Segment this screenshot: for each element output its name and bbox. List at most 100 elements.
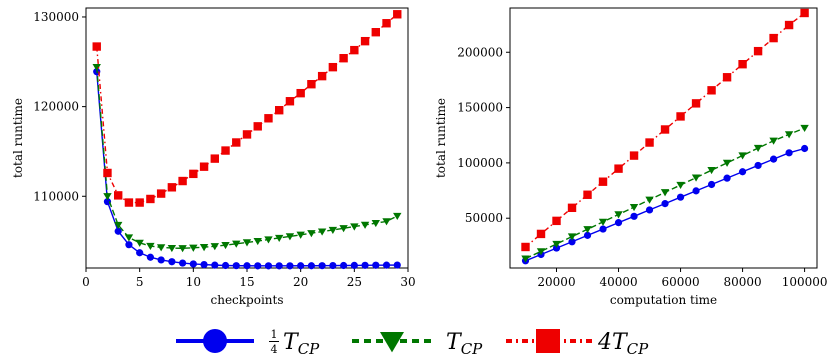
left-series-1-point [350, 261, 358, 269]
legend-fraction-numerator: 1 [271, 328, 278, 341]
left-x-tick-label: 5 [136, 275, 144, 289]
right-series-2-point [614, 211, 623, 219]
legend-label-2: TCP [446, 330, 483, 358]
right-chart-panel: 20000 40000 60000 80000 100000 50000 100000 150… [434, 7, 828, 307]
right-series-1-point [707, 180, 716, 189]
left-y-tick-label: 110000 [33, 189, 79, 203]
right-y-tick-label: 50000 [465, 211, 503, 225]
left-series-3-point [382, 19, 391, 28]
right-series-3-point [567, 203, 577, 213]
left-x-axis-label: checkpoints [211, 293, 284, 307]
left-series-3-point [285, 97, 295, 106]
left-series-2-point [382, 218, 391, 226]
left-series-3-point [339, 54, 348, 63]
left-series-1-point [189, 260, 197, 268]
right-x-axis-label: computation time [610, 293, 717, 307]
right-series-1-point [738, 168, 747, 176]
left-series-2-point [178, 245, 187, 253]
right-series-1-point [800, 144, 809, 153]
right-x-tick-label: 100000 [782, 275, 828, 289]
left-series-3-point [210, 154, 219, 163]
right-series-1-point [645, 206, 654, 214]
left-series-2-point [264, 236, 273, 244]
left-series-3-point [371, 28, 380, 37]
left-series-2-point [103, 193, 112, 201]
left-series-3-point [307, 80, 316, 89]
legend: 14 TCP TCP 4TCP [176, 328, 649, 358]
left-x-tick-label: 10 [186, 275, 201, 289]
left-series-2-point [339, 225, 348, 233]
left-series-1-point [146, 253, 154, 261]
right-series-3-point [691, 99, 701, 108]
left-series-1-point [254, 262, 262, 270]
left-series-3-point [146, 194, 155, 204]
left-x-tick-label: 15 [239, 275, 254, 289]
right-series-2-point [691, 174, 701, 182]
left-series-1-point [157, 256, 165, 264]
right-series-3-point [614, 164, 623, 173]
left-series-3-point [317, 71, 327, 81]
left-series-2-point [328, 226, 338, 234]
right-series-2-point [676, 181, 685, 190]
left-series-2-point [167, 244, 177, 253]
right-y-tick-label: 150000 [457, 101, 503, 115]
left-series-3-point [242, 130, 252, 139]
left-series-2-point [135, 239, 144, 247]
left-series-2-point [199, 244, 209, 252]
left-series-3-point [114, 191, 123, 200]
right-x-tick-label: 80000 [723, 275, 761, 289]
right-series-1-point [568, 238, 576, 246]
right-series-2-point [629, 203, 639, 212]
left-series-3-point [253, 122, 262, 131]
left-series-3-point [232, 138, 241, 147]
left-series-3-point [135, 198, 144, 207]
right-plot-frame [509, 7, 818, 269]
left-series-1-point [168, 258, 176, 266]
right-y-axis-label: total runtime [434, 98, 448, 178]
left-series-2-point [253, 237, 262, 246]
left-series-3-point [360, 36, 370, 46]
left-series-1-point [329, 261, 337, 270]
left-series-1-line [96, 71, 398, 267]
right-series-2-point [567, 233, 577, 241]
left-series-1-point [125, 241, 133, 249]
right-series-3-point [598, 177, 608, 186]
left-series-3-point [199, 162, 209, 171]
right-y-tick-label: 200000 [457, 45, 503, 59]
left-series-1-point [307, 262, 315, 270]
right-series-3-point [629, 151, 639, 160]
right-y-tick-label: 100000 [457, 156, 503, 170]
left-series-1-point [200, 260, 208, 269]
right-series-3-point [660, 125, 670, 134]
left-x-tick-label: 20 [293, 275, 308, 289]
left-series-3-point [328, 62, 338, 72]
left-series-1-point [211, 261, 219, 269]
right-series-3-point [753, 46, 763, 56]
right-series-2-point [784, 131, 794, 139]
right-series-3-point [784, 20, 794, 30]
right-series-1-point [769, 155, 778, 163]
legend-marker-1 [203, 329, 227, 353]
left-series-1-point [361, 261, 369, 269]
left-series-1-point [297, 262, 305, 270]
left-series-2-point [210, 243, 219, 251]
left-series-1-point [243, 262, 251, 270]
left-series-3-point [167, 183, 177, 192]
left-series-3-point [296, 88, 305, 98]
left-series-1-point [264, 262, 273, 270]
left-series-2-point [156, 244, 166, 252]
left-series-1-point [103, 198, 112, 206]
legend-label-subscript: CP [298, 340, 320, 358]
right-series-2-point [521, 255, 530, 263]
right-series-2-point [800, 124, 809, 133]
left-series-3-point [92, 42, 101, 51]
right-series-3-point [738, 60, 747, 69]
left-x-tick-label: 0 [82, 275, 90, 289]
right-series-2-point [583, 226, 592, 234]
right-series-3-point [552, 216, 561, 226]
right-series-2-point [753, 144, 763, 153]
left-series-1-point [382, 261, 391, 269]
right-series-1-point [630, 212, 638, 220]
legend-label-1: TCP [283, 330, 320, 358]
